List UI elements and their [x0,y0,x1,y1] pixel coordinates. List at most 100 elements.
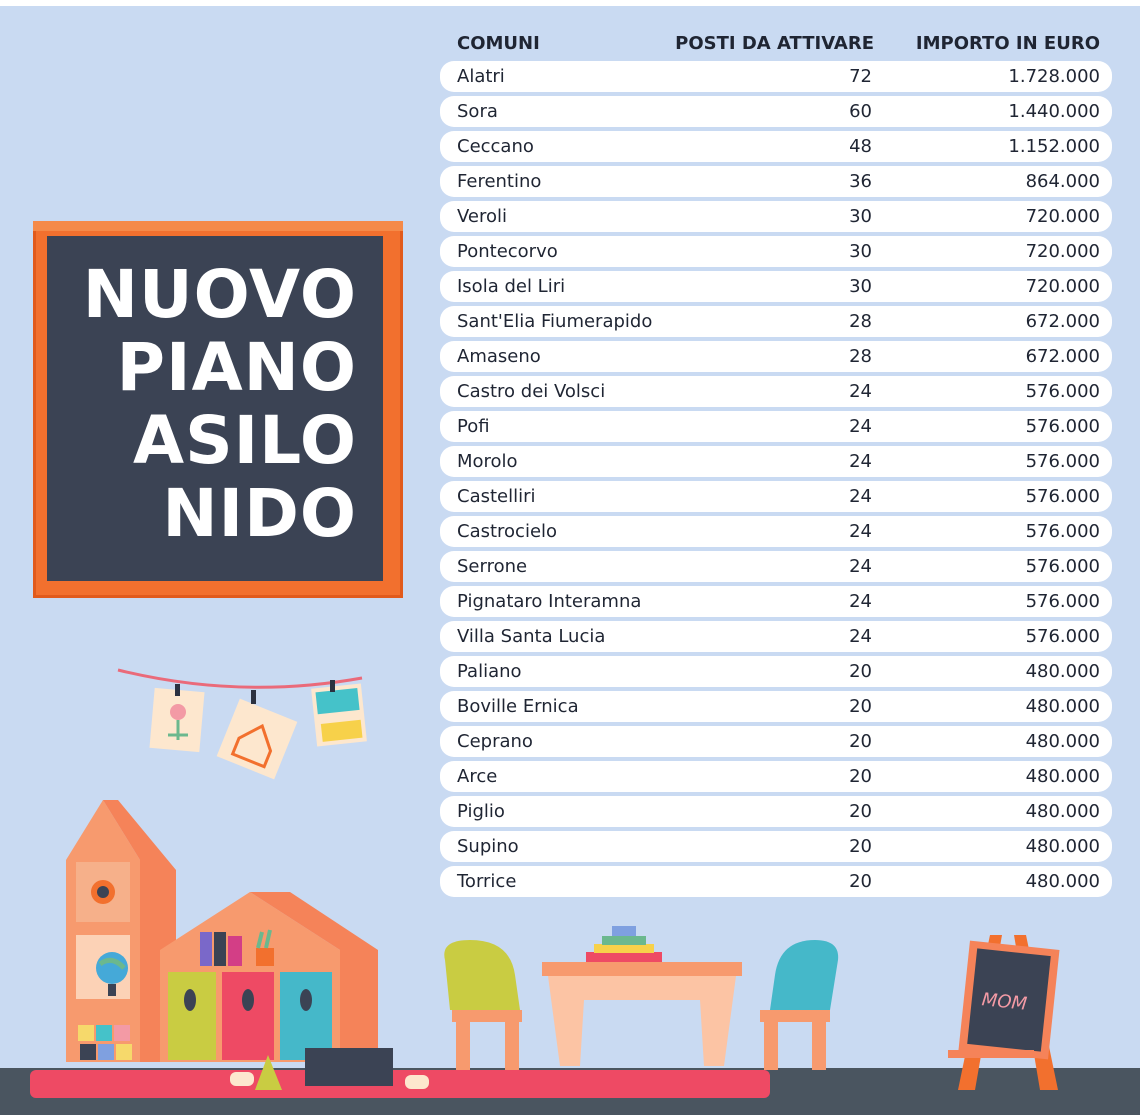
table-row: Sant'Elia Fiumerapido 28 672.000 [440,306,1112,337]
cell-comune: Amaseno [457,346,541,367]
table-body: Alatri 72 1.728.000 Sora 60 1.440.000 Ceccano 4… [440,61,1112,901]
house-cabinet-icon [160,892,378,1062]
cell-comune: Pontecorvo [457,241,558,262]
cell-importo: 864.000 [1025,171,1100,192]
table-row: Isola del Liri 30 720.000 [440,271,1112,302]
cell-posti: 30 [849,241,872,262]
cell-importo: 480.000 [1025,871,1100,892]
cell-comune: Castrocielo [457,521,558,542]
cell-importo: 576.000 [1025,451,1100,472]
table-row: Paliano 20 480.000 [440,656,1112,687]
cell-posti: 20 [849,801,872,822]
table-row: Ferentino 36 864.000 [440,166,1112,197]
cell-importo: 576.000 [1025,521,1100,542]
table-row: Sora 60 1.440.000 [440,96,1112,127]
cell-posti: 20 [849,661,872,682]
cell-comune: Supino [457,836,519,857]
page-title: NUOVO PIANO ASILO NIDO [83,258,357,550]
cell-comune: Ceprano [457,731,533,752]
cell-posti: 24 [849,556,872,577]
table-header: COMUNI POSTI DA ATTIVARE IMPORTO IN EURO [440,30,1112,58]
cell-comune: Castro dei Volsci [457,381,606,402]
cell-importo: 672.000 [1025,346,1100,367]
cell-importo: 672.000 [1025,311,1100,332]
toy-cylinder-icon [230,1072,254,1086]
title-line-3: ASILO [133,402,357,479]
cell-comune: Pofi [457,416,490,437]
cell-posti: 28 [849,346,872,367]
cell-importo: 576.000 [1025,486,1100,507]
cell-importo: 1.440.000 [1008,101,1100,122]
table-row: Alatri 72 1.728.000 [440,61,1112,92]
cell-posti: 20 [849,696,872,717]
chalkboard: NUOVO PIANO ASILO NIDO [47,236,383,581]
cell-importo: 480.000 [1025,661,1100,682]
cell-importo: 720.000 [1025,206,1100,227]
table-row: Boville Ernica 20 480.000 [440,691,1112,722]
drawing-flower-icon [149,684,205,753]
cell-comune: Boville Ernica [457,696,579,717]
cell-importo: 576.000 [1025,591,1100,612]
cell-posti: 20 [849,731,872,752]
table-row: Veroli 30 720.000 [440,201,1112,232]
cell-importo: 576.000 [1025,626,1100,647]
cell-comune: Alatri [457,66,505,87]
cell-posti: 20 [849,871,872,892]
cell-posti: 24 [849,521,872,542]
cell-comune: Morolo [457,451,518,472]
table-row: Castelliri 24 576.000 [440,481,1112,512]
title-line-2: PIANO [116,329,357,406]
table-row: Villa Santa Lucia 24 576.000 [440,621,1112,652]
cell-importo: 480.000 [1025,801,1100,822]
cell-posti: 20 [849,766,872,787]
cell-comune: Sora [457,101,498,122]
cell-comune: Pignataro Interamna [457,591,642,612]
cell-importo: 480.000 [1025,766,1100,787]
toy-pyramid-icon [255,1055,282,1090]
table-row: Supino 20 480.000 [440,831,1112,862]
tall-shelf-icon [66,800,176,1062]
cell-posti: 36 [849,171,872,192]
table-row: Amaseno 28 672.000 [440,341,1112,372]
cell-posti: 24 [849,416,872,437]
header-posti: POSTI DA ATTIVARE [675,33,874,54]
cell-posti: 24 [849,381,872,402]
chalkboard-frame-top [33,221,403,231]
cell-posti: 20 [849,836,872,857]
cell-importo: 1.152.000 [1008,136,1100,157]
table-row: Ceprano 20 480.000 [440,726,1112,757]
cell-posti: 24 [849,591,872,612]
table-row: Pofi 24 576.000 [440,411,1112,442]
toy-box-icon [305,1048,393,1086]
cell-importo: 576.000 [1025,416,1100,437]
cell-posti: 24 [849,486,872,507]
table-row: Castro dei Volsci 24 576.000 [440,376,1112,407]
cell-comune: Arce [457,766,498,787]
cell-importo: 720.000 [1025,276,1100,297]
cell-comune: Serrone [457,556,528,577]
cell-comune: Veroli [457,206,508,227]
cell-comune: Villa Santa Lucia [457,626,606,647]
cell-posti: 24 [849,451,872,472]
title-line-4: NIDO [162,475,357,552]
cell-importo: 720.000 [1025,241,1100,262]
cell-comune: Piglio [457,801,505,822]
cell-posti: 48 [849,136,872,157]
table-row: Ceccano 48 1.152.000 [440,131,1112,162]
cell-posti: 60 [849,101,872,122]
cell-posti: 30 [849,206,872,227]
title-line-1: NUOVO [82,256,357,333]
table-row: Pignataro Interamna 24 576.000 [440,586,1112,617]
table-row: Serrone 24 576.000 [440,551,1112,582]
cell-importo: 576.000 [1025,381,1100,402]
table-row: Morolo 24 576.000 [440,446,1112,477]
toy-cylinder-2-icon [405,1075,429,1089]
easel-text: MOM [981,989,1029,1015]
cell-comune: Sant'Elia Fiumerapido [457,311,653,332]
cell-importo: 480.000 [1025,696,1100,717]
table-row: Castrocielo 24 576.000 [440,516,1112,547]
cell-comune: Torrice [457,871,517,892]
table-row: Arce 20 480.000 [440,761,1112,792]
easel-icon: MOM [948,935,1060,1090]
